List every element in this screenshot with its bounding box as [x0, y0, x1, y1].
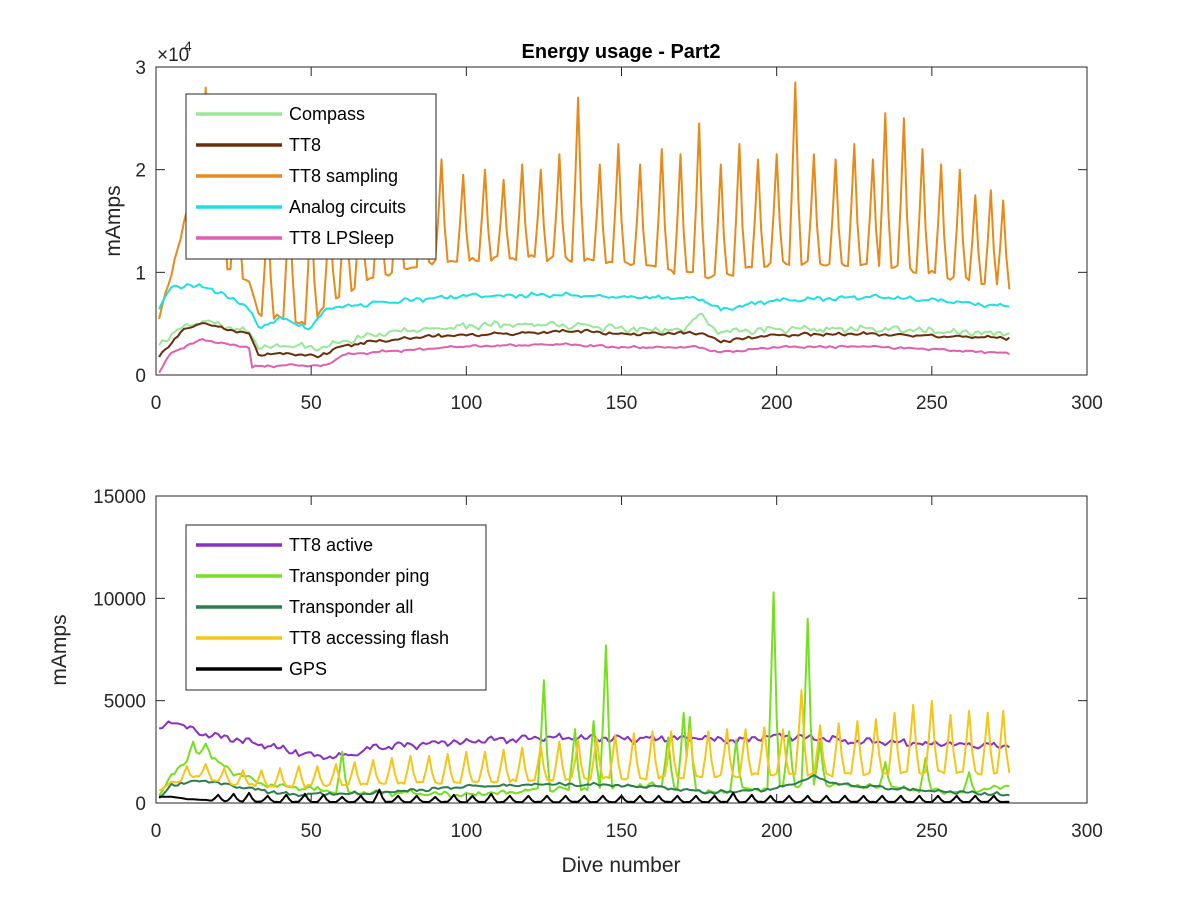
bottom-y-tick-label: 5000	[104, 692, 146, 713]
top-y-tick-label: 2	[135, 161, 146, 182]
bottom-legend: TT8 active Transponder ping Transponder al…	[185, 524, 487, 691]
bottom-x-tick-label: 250	[916, 821, 948, 842]
bottom-legend-label-transponder-ping: Transponder ping	[289, 566, 429, 586]
top-x-tick-label: 200	[761, 393, 793, 414]
top-series-tt8-sampling	[158, 81, 1011, 326]
top-y-exponent-base: ×10	[157, 45, 189, 66]
top-y-tick-label: 0	[135, 366, 146, 387]
bottom-y-tick-label: 15000	[93, 487, 146, 508]
top-series-tt8-lpsleep	[158, 338, 1010, 374]
top-x-tick-label: 0	[151, 393, 162, 414]
bottom-y-tick-label: 0	[135, 794, 146, 815]
top-series-compass	[158, 312, 1010, 352]
top-x-tick-label: 100	[450, 393, 482, 414]
bottom-y-ticks: 0 5000 10000 15000	[93, 487, 1087, 815]
bottom-series-transponder-ping	[158, 591, 1010, 799]
top-y-tick-label: 1	[135, 263, 146, 284]
bottom-x-tick-label: 150	[606, 821, 638, 842]
bottom-x-axis-label: Dive number	[561, 854, 680, 877]
top-y-exponent-power: 4	[184, 38, 192, 54]
bottom-x-tick-label: 50	[301, 821, 322, 842]
bottom-legend-label-tt8-active: TT8 active	[289, 535, 373, 555]
top-series-analog-circuits	[158, 283, 1010, 331]
bottom-x-tick-label: 300	[1071, 821, 1103, 842]
bottom-series-tt8-accessing-flash	[158, 689, 1011, 792]
top-legend: Compass TT8 TT8 sampling Analog circuits TT8…	[185, 93, 437, 260]
top-chart-title: Energy usage - Part2	[522, 41, 721, 63]
top-y-tick-label: 3	[135, 58, 146, 79]
bottom-series-transponder-all	[158, 774, 1010, 799]
top-legend-label-tt8: TT8	[289, 135, 321, 155]
bottom-series-tt8-active	[159, 720, 1010, 760]
bottom-axes: 0 50 100 150 200 250 300 0 5000 10000 15000 Dive …	[48, 487, 1103, 877]
top-y-axis-label: mAmps	[102, 185, 125, 256]
bottom-x-tick-label: 0	[151, 821, 162, 842]
top-axes: 0 50 100 150 200 250 300 0 1 2 3 Energy usage - P…	[102, 38, 1103, 414]
top-x-tick-label: 50	[301, 393, 322, 414]
top-legend-label-tt8-lpsleep: TT8 LPSleep	[289, 228, 394, 248]
bottom-series-lines	[158, 591, 1011, 804]
bottom-series-gps	[159, 788, 1010, 804]
bottom-x-ticks: 0 50 100 150 200 250 300	[151, 496, 1103, 842]
bottom-legend-label-gps: GPS	[289, 659, 327, 679]
top-series-tt8	[158, 322, 1010, 359]
top-legend-label-compass: Compass	[289, 104, 365, 124]
bottom-y-axis-label: mAmps	[48, 614, 71, 685]
top-x-ticks: 0 50 100 150 200 250 300	[151, 67, 1103, 414]
bottom-legend-label-transponder-all: Transponder all	[289, 597, 413, 617]
bottom-legend-label-tt8-accessing-flash: TT8 accessing flash	[289, 628, 449, 648]
top-legend-label-tt8-sampling: TT8 sampling	[289, 166, 398, 186]
top-legend-label-analog-circuits: Analog circuits	[289, 197, 406, 217]
top-x-tick-label: 150	[606, 393, 638, 414]
top-y-exponent: ×10 4	[157, 38, 192, 66]
bottom-x-tick-label: 100	[450, 821, 482, 842]
top-x-tick-label: 250	[916, 393, 948, 414]
top-y-ticks: 0 1 2 3	[135, 58, 1087, 387]
bottom-x-tick-label: 200	[761, 821, 793, 842]
top-series-lines	[158, 81, 1011, 374]
bottom-y-tick-label: 10000	[93, 589, 146, 610]
top-x-tick-label: 300	[1071, 393, 1103, 414]
